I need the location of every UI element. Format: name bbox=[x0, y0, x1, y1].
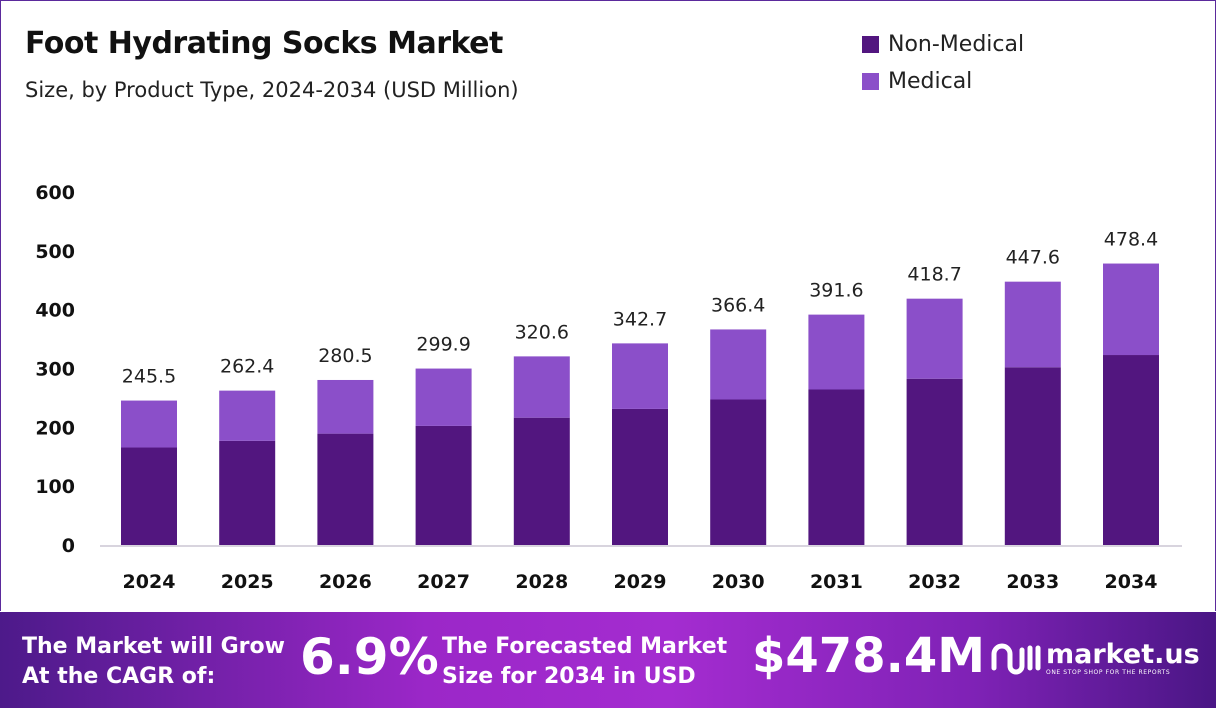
y-tick-label: 200 bbox=[35, 417, 75, 439]
data-label-total: 418.7 bbox=[907, 264, 961, 286]
x-tick-label: 2025 bbox=[221, 571, 274, 593]
data-label-total: 342.7 bbox=[613, 308, 667, 330]
data-label-total: 391.6 bbox=[809, 280, 863, 302]
y-tick-label: 500 bbox=[35, 241, 75, 263]
bar-non-medical-2034 bbox=[1103, 355, 1159, 545]
forecast-value: $478.4M bbox=[752, 628, 985, 684]
y-tick-label: 100 bbox=[35, 476, 75, 498]
legend-item-medical: Medical bbox=[862, 63, 1024, 100]
legend-item-non-medical: Non-Medical bbox=[862, 26, 1024, 63]
legend-label: Non-Medical bbox=[888, 32, 1025, 57]
x-tick-label: 2032 bbox=[908, 571, 961, 593]
legend-swatch bbox=[862, 36, 879, 53]
summary-banner: The Market will Grow At the CAGR of: 6.9%… bbox=[0, 612, 1216, 708]
bar-non-medical-2030 bbox=[710, 399, 767, 545]
bar-chart: 0 100 200 300 400 500 600 245.5 2024 262.4 2025 280… bbox=[35, 182, 1182, 593]
x-tick-label: 2034 bbox=[1105, 571, 1158, 593]
data-label-total: 280.5 bbox=[318, 345, 372, 367]
bar-medical-2029 bbox=[612, 343, 668, 409]
x-tick-label: 2024 bbox=[123, 571, 176, 593]
bar-non-medical-2033 bbox=[1004, 367, 1061, 545]
data-label-total: 299.9 bbox=[416, 334, 470, 356]
x-tick-label: 2029 bbox=[614, 571, 667, 593]
legend: Non-Medical Medical bbox=[862, 26, 1024, 100]
x-tick-label: 2030 bbox=[712, 571, 765, 593]
x-tick-label: 2033 bbox=[1006, 571, 1059, 593]
bar-non-medical-2028 bbox=[513, 417, 570, 545]
bar-non-medical-2031 bbox=[808, 389, 865, 545]
bar-medical-2028 bbox=[513, 356, 570, 418]
x-tick-label: 2026 bbox=[319, 571, 372, 593]
data-label-total: 366.4 bbox=[711, 294, 765, 316]
x-tick-label: 2028 bbox=[515, 571, 568, 593]
bar-non-medical-2025 bbox=[219, 440, 276, 545]
bar-medical-2024 bbox=[121, 400, 177, 448]
bar-non-medical-2024 bbox=[121, 447, 177, 545]
bar-medical-2031 bbox=[808, 314, 865, 390]
bar-medical-2030 bbox=[710, 329, 767, 400]
data-label-total: 320.6 bbox=[515, 321, 569, 343]
legend-swatch bbox=[862, 73, 879, 90]
forecast-label: The Forecasted Market Size for 2034 in US… bbox=[442, 634, 728, 689]
market-us-logo: market.us ONE STOP SHOP FOR THE REPORTS bbox=[990, 638, 1200, 678]
logo-text: market.us bbox=[1046, 638, 1200, 670]
logo-tagline: ONE STOP SHOP FOR THE REPORTS bbox=[1046, 668, 1171, 676]
y-tick-label: 0 bbox=[62, 535, 75, 557]
logo-icon bbox=[991, 643, 1041, 675]
bar-medical-2034 bbox=[1103, 263, 1159, 356]
bar-medical-2027 bbox=[415, 368, 472, 426]
data-label-total: 262.4 bbox=[220, 356, 274, 378]
bar-medical-2032 bbox=[906, 298, 963, 379]
data-label-total: 447.6 bbox=[1006, 247, 1060, 269]
chart-title: Foot Hydrating Socks Market bbox=[25, 26, 503, 61]
cagr-value: 6.9% bbox=[300, 628, 439, 686]
chart-subtitle: Size, by Product Type, 2024-2034 (USD Mi… bbox=[25, 78, 519, 102]
y-tick-label: 400 bbox=[35, 300, 75, 322]
bar-medical-2025 bbox=[219, 390, 276, 441]
x-tick-label: 2031 bbox=[810, 571, 863, 593]
y-tick-label: 600 bbox=[35, 182, 75, 204]
x-tick-label: 2027 bbox=[417, 571, 470, 593]
bar-non-medical-2027 bbox=[415, 425, 472, 545]
legend-label: Medical bbox=[888, 69, 973, 94]
bar-non-medical-2026 bbox=[317, 433, 374, 545]
data-label-total: 245.5 bbox=[122, 366, 176, 388]
y-tick-label: 300 bbox=[35, 359, 75, 381]
data-label-total: 478.4 bbox=[1104, 229, 1158, 251]
bar-medical-2026 bbox=[317, 379, 374, 434]
cagr-label: The Market will Grow At the CAGR of: bbox=[22, 634, 285, 689]
bar-non-medical-2032 bbox=[906, 378, 963, 545]
bar-non-medical-2029 bbox=[612, 408, 668, 545]
bar-medical-2033 bbox=[1004, 281, 1061, 368]
